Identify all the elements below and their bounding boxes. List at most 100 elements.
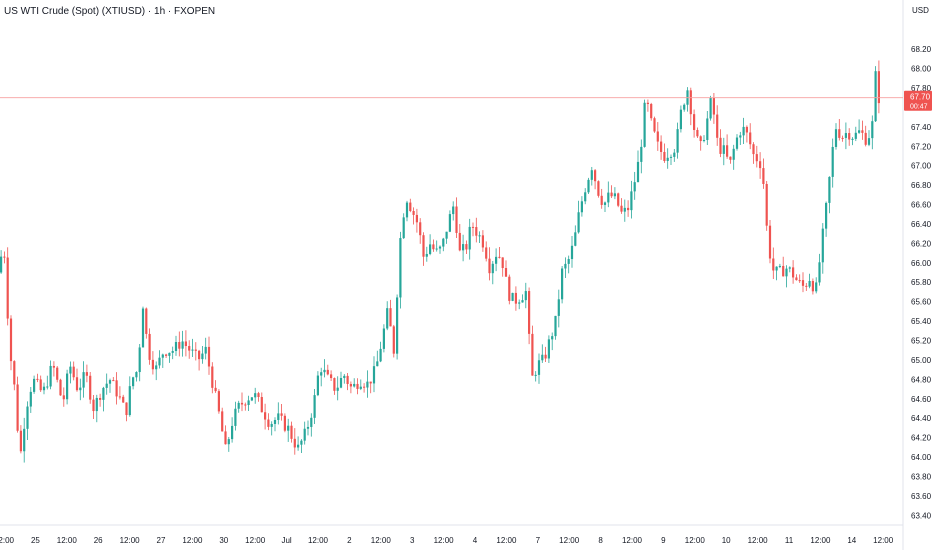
candle-body [465,244,468,250]
candle-body [36,378,39,380]
candle-body [178,342,181,349]
x-tick-label: 30 [219,536,228,545]
candle-body [326,369,329,375]
y-tick-label: 64.80 [911,375,932,384]
candle-body [478,235,481,237]
candle-body [448,214,451,232]
candle-body [99,397,102,400]
candle-body [603,202,607,205]
candle-body [396,297,399,354]
candle-body [300,440,303,445]
candle-body [640,146,643,162]
candle-body [293,438,296,448]
candle-body [775,266,778,271]
candle-body [108,380,112,384]
candle-body [13,361,16,385]
candle-body [475,227,478,236]
candle-body [141,308,145,348]
candle-body [577,212,580,233]
y-tick-label: 66.20 [911,239,932,248]
candle-body [313,395,316,418]
candle-body [584,192,587,202]
y-tick-label: 67.80 [911,84,932,93]
candle-body [481,235,484,248]
candle-body [23,428,26,452]
candle-body [62,395,65,400]
y-tick-label: 67.00 [911,162,932,171]
candle-body [168,352,171,356]
candle-body [429,244,432,254]
candle-body [49,365,52,387]
candle-body [181,341,184,349]
candle-body [772,258,775,271]
candle-body [277,413,280,420]
x-tick-label: 3 [410,536,415,545]
candle-body [676,129,679,153]
candle-body [834,129,838,147]
candle-body [310,417,313,427]
candle-body [316,375,319,396]
candle-body [79,387,82,391]
candle-body [349,383,352,387]
y-tick-label: 64.00 [911,453,932,462]
y-tick-label: 65.40 [911,317,932,326]
candle-body [346,375,349,384]
candle-body [877,71,880,104]
last-price-tag [904,90,932,111]
y-tick-label: 63.80 [911,472,932,481]
x-tick-label: 12:00 [245,536,266,545]
candle-body [537,360,541,375]
candle-body [768,225,772,259]
candle-body [363,386,366,388]
candle-body [435,248,438,250]
candle-body [864,132,867,145]
candle-body [211,366,214,388]
x-tick-label: 8 [598,536,603,545]
candle-body [673,152,676,157]
candle-body [376,361,379,367]
candle-body [151,359,154,370]
candle-body [247,400,250,405]
x-tick-label: 14 [847,536,856,545]
candle-body [666,157,669,161]
x-tick-label: 12:00 [434,536,455,545]
candle-body [524,291,527,301]
candle-body [402,217,405,239]
candle-body [808,280,811,287]
candle-body [504,268,508,277]
candle-body [155,365,158,370]
x-tick-label: 12:00 [308,536,329,545]
candle-body [280,413,283,416]
candle-body [630,191,633,211]
candle-body [613,193,616,197]
candle-body [227,439,230,445]
candle-body [660,141,663,152]
bar-countdown: 00:47 [910,104,928,111]
candle-body [297,444,300,448]
x-tick-label: 25 [31,536,40,545]
candle-body [29,391,32,407]
y-tick-label: 63.40 [911,511,932,520]
candle-body [184,341,187,347]
candle-body [148,333,151,360]
candle-body [534,374,537,376]
candle-body [303,428,306,441]
candle-body [330,374,333,379]
candle-body [56,367,59,380]
candle-body [462,244,465,251]
candle-body [544,354,547,359]
candle-body [590,170,593,180]
y-tick-label: 68.20 [911,45,932,54]
x-tick-label: 12:00 [748,536,769,545]
candle-body [801,280,805,286]
candle-body [514,292,517,304]
candle-body [795,277,798,281]
candle-body [359,386,362,389]
candle-body [442,238,445,247]
candle-body [729,156,732,160]
candle-body [531,333,534,376]
candle-body [557,299,560,316]
candle-body [636,161,640,183]
candle-body [353,383,356,387]
